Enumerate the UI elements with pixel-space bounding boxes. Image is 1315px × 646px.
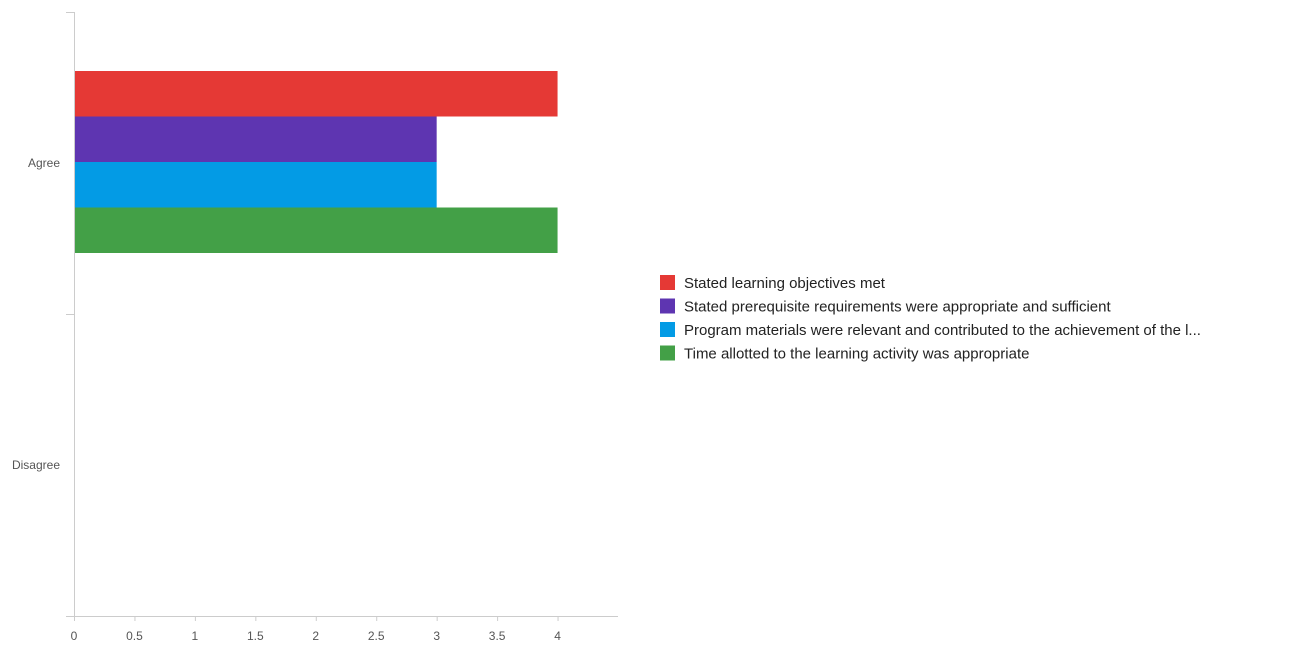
bar-agree-series-1[interactable] — [75, 116, 437, 163]
legend-item[interactable]: Stated learning objectives met — [660, 275, 886, 292]
legend-item[interactable]: Time allotted to the learning activity w… — [660, 345, 1029, 363]
bar-agree-series-3[interactable] — [75, 207, 558, 254]
category-label-disagree: Disagree — [12, 458, 60, 472]
legend-item[interactable]: Program materials were relevant and cont… — [660, 322, 1201, 339]
legend-swatch — [660, 345, 675, 361]
x-tick-label: 1.5 — [247, 629, 264, 643]
x-tick-label: 2.5 — [368, 629, 385, 643]
category-label-agree: Agree — [28, 156, 60, 170]
legend-label: Time allotted to the learning activity w… — [684, 346, 1029, 363]
legend-label: Stated prerequisite requirements were ap… — [684, 299, 1111, 316]
x-tick-label: 4 — [554, 629, 561, 643]
legend: Stated learning objectives met Stated pre… — [660, 275, 1201, 363]
bars — [75, 71, 558, 253]
legend-swatch — [660, 275, 675, 290]
legend-label: Program materials were relevant and cont… — [684, 322, 1201, 339]
legend-item[interactable]: Stated prerequisite requirements were ap… — [660, 298, 1111, 316]
category-labels: Agree Disagree — [12, 156, 60, 472]
axes — [66, 12, 618, 617]
x-tick-label: 0.5 — [126, 629, 143, 643]
legend-swatch — [660, 298, 675, 314]
bar-agree-series-0[interactable] — [75, 71, 558, 117]
x-tick-label: 0 — [71, 629, 78, 643]
x-tick-label: 3.5 — [489, 629, 506, 643]
legend-swatch — [660, 322, 675, 337]
x-tick-label: 1 — [192, 629, 199, 643]
bar-agree-series-2[interactable] — [75, 162, 437, 208]
x-tick-label: 3 — [433, 629, 440, 643]
legend-label: Stated learning objectives met — [684, 275, 886, 292]
x-axis-ticks: 0 0.5 1 1.5 2 2.5 3 3.5 4 — [71, 616, 561, 643]
x-tick-label: 2 — [312, 629, 319, 643]
